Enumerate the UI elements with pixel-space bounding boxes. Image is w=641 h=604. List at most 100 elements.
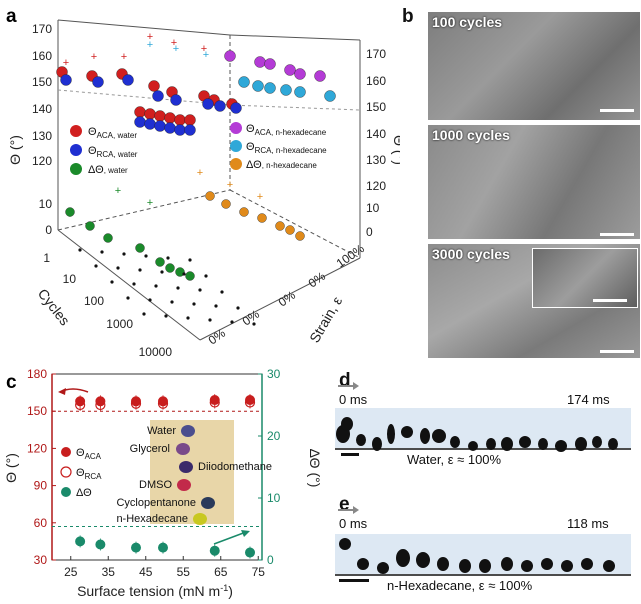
a-grid-dot <box>110 280 114 284</box>
a-data-ball <box>254 56 266 68</box>
droplet-glycerol <box>176 443 190 455</box>
a-grid-dot <box>252 322 256 326</box>
legend-aca: ΘACA <box>76 447 102 461</box>
e-drop <box>377 562 389 574</box>
a-ytick-r-170: 170 <box>366 47 386 61</box>
legend-marker-dtheta-hex <box>230 158 242 170</box>
a-data-ball <box>184 114 196 126</box>
legend-aca-hex: ΘACA, n-hexadecane <box>246 123 327 137</box>
legend-marker-rca-water <box>70 144 82 156</box>
panel-d: d 0 ms 174 ms Water, ε ≈ 100% <box>335 370 641 492</box>
d-time-end: 174 ms <box>567 392 610 407</box>
panel-letter-c: c <box>6 372 17 393</box>
c-ylabel-right: ΔΘ (°) <box>307 449 323 488</box>
a-data-ball <box>238 76 250 88</box>
panel-letter-d: d <box>339 370 351 391</box>
a-ytick-10: 10 <box>39 197 53 211</box>
c-legend: ΘACA ΘRCA ΔΘ <box>60 447 102 499</box>
a-data-ball <box>60 74 72 86</box>
a-xlabel-cycles: Cycles <box>35 285 73 328</box>
legend-dtheta-water: ΔΘ, water <box>88 164 128 176</box>
a-grid-dot <box>94 264 98 268</box>
c-ytick-left-label: 150 <box>27 404 47 418</box>
a-ytick-130: 130 <box>32 129 52 143</box>
d-drop <box>387 424 395 444</box>
c-xtick-label: 35 <box>102 565 116 579</box>
a-data-cross: + <box>147 31 153 43</box>
d-drop <box>450 436 460 448</box>
d-drop <box>486 438 496 450</box>
d-drop <box>356 434 366 446</box>
a-data-ball <box>224 50 236 62</box>
a-data-ball <box>175 267 185 277</box>
legend-marker-aca-hex <box>230 122 242 134</box>
c-point-series-2 <box>245 547 255 558</box>
a-data-ball <box>164 112 176 124</box>
d-drop <box>372 437 382 451</box>
a-data-ball <box>134 116 146 128</box>
liquid-dmso: DMSO <box>139 479 172 491</box>
a-data-ball <box>295 231 305 241</box>
arrowhead-icon <box>353 506 359 514</box>
e-drop <box>541 558 553 570</box>
c-point-series-1 <box>95 399 106 411</box>
a-data-ball <box>264 58 276 70</box>
sem-image-3000-cycles: 3000 cycles <box>428 244 640 358</box>
c-xlabel: Surface tension (mN m-1) <box>77 583 233 599</box>
a-data-ball <box>154 110 166 122</box>
a-ytick-r-130: 130 <box>366 153 386 167</box>
e-time-end: 118 ms <box>567 516 609 531</box>
a-data-ball <box>134 106 146 118</box>
a-grid-dot <box>144 254 148 258</box>
a-grid-dot <box>154 284 158 288</box>
a-data-ball <box>284 64 296 76</box>
a-grid-dot <box>188 258 192 262</box>
a-data-ball <box>285 225 295 235</box>
a-data-ball <box>152 90 164 102</box>
droplet-dmso <box>177 479 191 491</box>
c-ytick-left-label: 60 <box>34 516 48 530</box>
c-ytick-right-label: 10 <box>267 491 281 505</box>
c-xtick-label: 65 <box>214 565 228 579</box>
c-ytick-right-label: 30 <box>267 368 281 381</box>
c-ytick-left-label: 120 <box>27 441 47 455</box>
a-data-ball <box>135 243 145 253</box>
a-data-ball <box>85 221 95 231</box>
a-ytick-0: 0 <box>45 223 52 237</box>
legend-marker-aca <box>61 447 71 457</box>
a-data-ball <box>65 207 75 217</box>
scale-bar <box>600 233 634 236</box>
a-strain-100: 100% <box>334 241 367 270</box>
a-grid-dot <box>220 290 224 294</box>
c-point-series-2 <box>75 536 86 547</box>
scale-bar <box>593 299 627 302</box>
d-drop <box>555 440 567 452</box>
a-data-ball <box>264 82 276 94</box>
a-cycle-100: 100 <box>84 294 104 308</box>
e-drop-sequence <box>335 506 631 582</box>
a-data-ball <box>275 221 285 231</box>
a-grid-dot <box>166 256 170 260</box>
a-data-ball <box>154 120 166 132</box>
a-grid-dot <box>176 286 180 290</box>
d-drop <box>575 437 587 451</box>
a-data-cross: + <box>173 43 179 55</box>
a-grid-dot <box>126 296 130 300</box>
c-point-series-1 <box>244 397 256 408</box>
a-data-ball <box>144 108 156 120</box>
e-drop <box>416 552 430 568</box>
c-xtick-label: 75 <box>252 565 266 579</box>
a-data-ball <box>165 263 175 273</box>
a-grid-dot <box>214 304 218 308</box>
a-data-ball <box>294 68 306 80</box>
legend-aca-water: ΘACA, water <box>88 126 137 140</box>
a-data-ball <box>144 118 156 130</box>
legend-marker-aca-water <box>70 125 82 137</box>
d-drop <box>608 438 618 450</box>
a-ytick-r-150: 150 <box>366 100 386 114</box>
a-data-cross: + <box>91 51 97 63</box>
a-data-ball <box>257 213 267 223</box>
liquid-hexadecane: n-Hexadecane <box>116 513 188 525</box>
a-ytick-150: 150 <box>32 75 52 89</box>
axes-box <box>57 19 361 341</box>
